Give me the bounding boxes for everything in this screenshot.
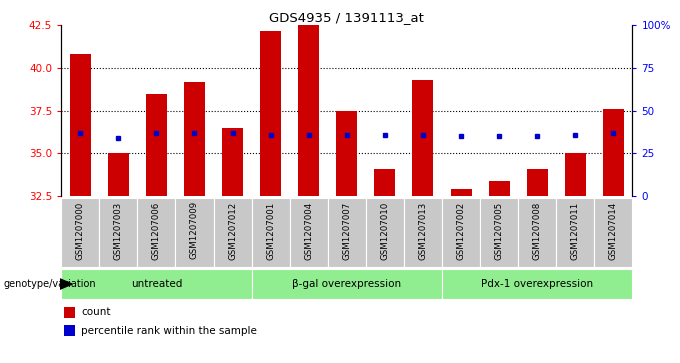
- Title: GDS4935 / 1391113_at: GDS4935 / 1391113_at: [269, 11, 424, 24]
- Text: GSM1207013: GSM1207013: [418, 201, 428, 260]
- Text: GSM1207011: GSM1207011: [571, 201, 580, 260]
- Bar: [603, 109, 624, 196]
- Bar: [518, 198, 556, 267]
- Bar: [594, 198, 632, 267]
- Bar: [442, 198, 480, 267]
- Text: GSM1207005: GSM1207005: [494, 201, 504, 260]
- Bar: [480, 198, 518, 267]
- Bar: [442, 269, 632, 299]
- Text: β-gal overexpression: β-gal overexpression: [292, 279, 401, 289]
- Text: GSM1207004: GSM1207004: [304, 201, 313, 260]
- Text: GSM1207003: GSM1207003: [114, 201, 123, 260]
- Text: GSM1207007: GSM1207007: [342, 201, 352, 260]
- Bar: [290, 198, 328, 267]
- Bar: [375, 169, 395, 196]
- Bar: [404, 198, 442, 267]
- Text: count: count: [81, 307, 111, 318]
- Bar: [527, 169, 547, 196]
- Text: GSM1207012: GSM1207012: [228, 201, 237, 260]
- Bar: [99, 198, 137, 267]
- Bar: [175, 198, 214, 267]
- Bar: [222, 128, 243, 196]
- Bar: [328, 198, 366, 267]
- Text: GSM1207014: GSM1207014: [609, 201, 618, 260]
- Text: GSM1207000: GSM1207000: [75, 201, 85, 260]
- Text: GSM1207006: GSM1207006: [152, 201, 161, 260]
- Bar: [260, 30, 281, 196]
- Bar: [64, 325, 75, 337]
- Bar: [489, 181, 509, 196]
- Text: GSM1207010: GSM1207010: [380, 201, 390, 260]
- Bar: [565, 153, 585, 196]
- Text: genotype/variation: genotype/variation: [3, 279, 96, 289]
- Bar: [61, 269, 252, 299]
- Text: GSM1207009: GSM1207009: [190, 201, 199, 260]
- Bar: [451, 189, 471, 196]
- Text: untreated: untreated: [131, 279, 182, 289]
- Bar: [413, 80, 433, 196]
- Bar: [337, 111, 357, 196]
- Bar: [70, 54, 90, 196]
- Bar: [252, 269, 442, 299]
- Bar: [252, 198, 290, 267]
- Bar: [556, 198, 594, 267]
- Bar: [184, 82, 205, 196]
- Bar: [64, 307, 75, 318]
- Text: percentile rank within the sample: percentile rank within the sample: [81, 326, 257, 336]
- Bar: [214, 198, 252, 267]
- Bar: [61, 198, 99, 267]
- Text: GSM1207002: GSM1207002: [456, 201, 466, 260]
- Polygon shape: [60, 279, 72, 289]
- Text: GSM1207001: GSM1207001: [266, 201, 275, 260]
- Bar: [299, 25, 319, 196]
- Bar: [108, 153, 129, 196]
- Bar: [146, 94, 167, 196]
- Bar: [137, 198, 175, 267]
- Bar: [366, 198, 404, 267]
- Text: GSM1207008: GSM1207008: [532, 201, 542, 260]
- Text: Pdx-1 overexpression: Pdx-1 overexpression: [481, 279, 593, 289]
